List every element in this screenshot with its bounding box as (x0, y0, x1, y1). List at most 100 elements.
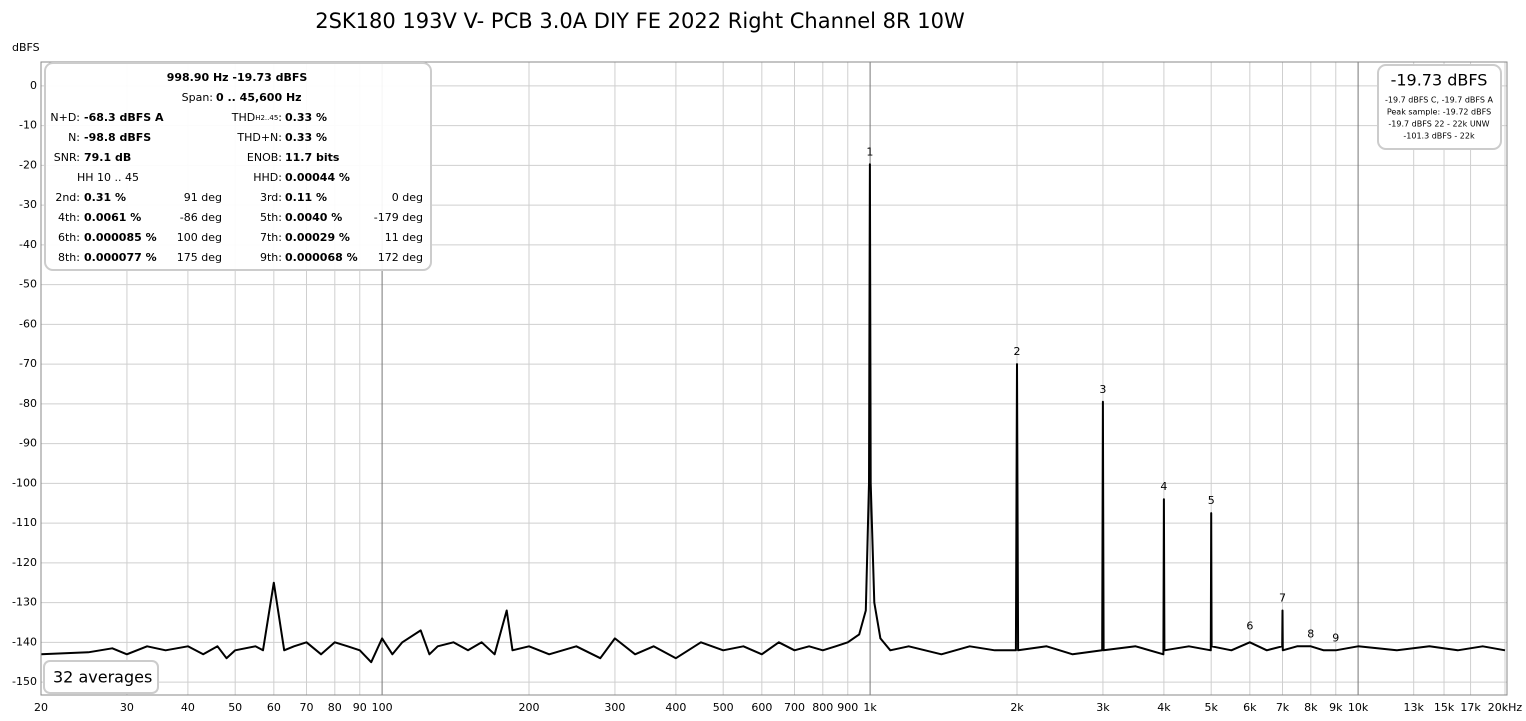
y-tick-label: -20 (19, 158, 37, 171)
x-tick-label: 60 (267, 701, 281, 714)
x-tick-label: 600 (751, 701, 772, 714)
x-tick-label: 9k (1329, 701, 1343, 714)
x-tick-label: 70 (300, 701, 314, 714)
harmonic-label: 5th: (260, 211, 282, 224)
harmonic-value: 0.11 % (285, 191, 327, 204)
info-label: ENOB: (247, 151, 282, 164)
x-tick-label: 2k (1010, 701, 1024, 714)
info-label: N+D: (50, 111, 80, 124)
averages-box (43, 660, 159, 694)
y-tick-label: -140 (12, 635, 37, 648)
x-tick-label: 700 (784, 701, 805, 714)
info-label-main: THD (231, 111, 255, 124)
level-line: Peak sample: -19.72 dBFS (1387, 108, 1491, 117)
harmonic-label: 9th: (260, 251, 282, 264)
harmonic-phase: -86 deg (180, 211, 222, 224)
info-value: 0.33 % (285, 131, 327, 144)
harmonic-value: 0.000077 % (84, 251, 157, 264)
x-tick-label: 200 (519, 701, 540, 714)
harmonic-value: 0.31 % (84, 191, 126, 204)
x-tick-label: 50 (228, 701, 242, 714)
harmonic-value: 0.0061 % (84, 211, 141, 224)
x-tick-label: 500 (713, 701, 734, 714)
info-value: 11.7 bits (285, 151, 340, 164)
harmonic-label: 5 (1208, 494, 1215, 507)
info-label: Span: (182, 91, 213, 104)
info-value: 0 .. 45,600 Hz (216, 91, 302, 104)
x-tick-label: 20 (34, 701, 48, 714)
level-line: -19.7 dBFS 22 - 22k UNW (1388, 120, 1489, 129)
harmonic-label: 3rd: (260, 191, 282, 204)
x-tick-label: 4k (1157, 701, 1171, 714)
y-tick-label: -130 (12, 596, 37, 609)
x-tick-label: 40 (181, 701, 195, 714)
x-tick-label: 17k (1460, 701, 1481, 714)
harmonic-value: 0.000085 % (84, 231, 157, 244)
info-value: 79.1 dB (84, 151, 131, 164)
harmonic-label: 6 (1246, 619, 1253, 632)
x-tick-label: 20kHz (1488, 701, 1523, 714)
y-axis-label: dBFS (12, 41, 40, 54)
averages: 32 averages (53, 668, 152, 687)
harmonic-phase: 172 deg (378, 251, 423, 264)
y-tick-label: -60 (19, 317, 37, 330)
y-tick-label: -50 (19, 278, 37, 291)
info-header: 998.90 Hz -19.73 dBFS (167, 71, 308, 84)
harmonic-label: 7 (1279, 592, 1286, 605)
plot-frame (40, 61, 1508, 696)
plot: 1 2 3 4 5 6 7 8 9 (40, 145, 1506, 664)
level-value: -19.73 dBFS (1391, 71, 1488, 90)
x-tick-label: 900 (837, 701, 858, 714)
info-value: -68.3 dBFS A (84, 111, 164, 124)
harmonic-value: 0.000068 % (285, 251, 358, 264)
x-tick-label: 90 (353, 701, 367, 714)
harmonic-label: 2nd: (55, 191, 80, 204)
harmonic-phase: 91 deg (184, 191, 222, 204)
y-tick-label: -90 (19, 437, 37, 450)
info-label: THD+N: (236, 131, 282, 144)
x-tick-label: 15k (1434, 701, 1455, 714)
x-tick-label: 6k (1243, 701, 1257, 714)
y-tick-label: -100 (12, 476, 37, 489)
x-tick-label: 300 (604, 701, 625, 714)
harmonic-phase: 0 deg (392, 191, 423, 204)
x-tick-label: 1k (863, 701, 877, 714)
harmonic-value: 0.0040 % (285, 211, 342, 224)
info-label-end: : (278, 111, 282, 124)
y-tick-label: -40 (19, 238, 37, 251)
y-tick-label: -110 (12, 516, 37, 529)
info-value: 0.00044 % (285, 171, 350, 184)
harmonic-label: 3 (1099, 383, 1106, 396)
harmonic-label: 8 (1307, 627, 1314, 640)
harmonic-phase: 11 deg (385, 231, 423, 244)
spectrum-line (40, 163, 1506, 664)
info-panel-text: 998.90 Hz -19.73 dBFS Span: 0 .. 45,600 Hz… (50, 71, 423, 264)
y-tick-label: -70 (19, 357, 37, 370)
x-tick-label: 3k (1096, 701, 1110, 714)
info-label: HHD: (253, 171, 282, 184)
y-tick-label: -120 (12, 556, 37, 569)
level-line: -19.7 dBFS C, -19.7 dBFS A (1385, 96, 1493, 105)
info-label: SNR: (54, 151, 80, 164)
harmonic-label: 2 (1014, 345, 1021, 358)
harmonic-label: 6th: (58, 231, 80, 244)
level-panel (1377, 64, 1502, 150)
harmonic-value: 0.00029 % (285, 231, 350, 244)
harmonic-label: 4 (1160, 480, 1167, 493)
info-panel (44, 62, 432, 271)
harmonic-phase: -179 deg (374, 211, 423, 224)
x-tick-label: 5k (1205, 701, 1219, 714)
x-tick-label: 13k (1404, 701, 1425, 714)
level-panel-text: -19.73 dBFS -19.7 dBFS C, -19.7 dBFS A Pea… (1385, 71, 1493, 141)
info-label: HH 10 .. 45 (77, 171, 139, 184)
x-tick-label: 30 (120, 701, 134, 714)
info-value: 0.33 % (285, 111, 327, 124)
harmonic-label: 1 (866, 145, 873, 158)
harmonic-label: 9 (1332, 631, 1339, 644)
info-label: N: (68, 131, 80, 144)
x-tick-label: 8k (1304, 701, 1318, 714)
info-label: THDH2..45: (231, 111, 282, 124)
harmonic-label: 4th: (58, 211, 80, 224)
x-tick-label: 10k (1348, 701, 1369, 714)
